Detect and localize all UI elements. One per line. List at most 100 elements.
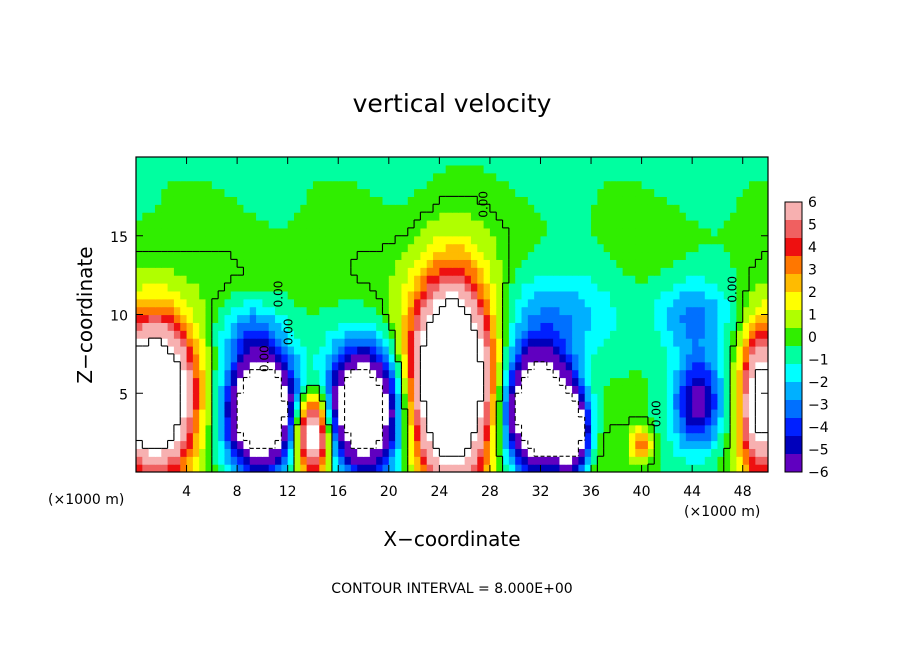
heatmap-cell (508, 448, 516, 457)
heatmap-cell (610, 172, 617, 182)
heatmap-cell (673, 196, 681, 205)
heatmap-cell (439, 322, 447, 331)
heatmap-cell (294, 424, 301, 434)
heatmap-cell (300, 243, 308, 253)
heatmap-cell (439, 157, 447, 166)
heatmap-cell (192, 338, 200, 347)
heatmap-cell (161, 180, 169, 190)
heatmap-cell (420, 235, 428, 245)
heatmap-cell (325, 353, 333, 363)
heatmap-cell (559, 432, 567, 442)
heatmap-cell (635, 385, 643, 394)
heatmap-cell (502, 338, 510, 347)
heatmap-cell (553, 385, 561, 394)
heatmap-cell (761, 322, 768, 331)
heatmap-cell (534, 259, 542, 268)
heatmap-cell (205, 314, 213, 323)
heatmap-cell (376, 283, 384, 292)
heatmap-cell (161, 157, 169, 166)
heatmap-cell (287, 432, 295, 442)
heatmap-cell (578, 235, 586, 245)
heatmap-cell (344, 164, 352, 174)
heatmap-cell (553, 227, 561, 237)
heatmap-cell (685, 243, 693, 253)
heatmap-cell (610, 424, 617, 434)
heatmap-cell (275, 283, 282, 292)
heatmap-cell (622, 157, 630, 166)
heatmap-cell (572, 196, 579, 205)
heatmap-cell (565, 424, 573, 434)
heatmap-cell (205, 456, 213, 465)
heatmap-cell (742, 267, 750, 276)
heatmap-cell (527, 306, 535, 316)
heatmap-cell (711, 227, 719, 237)
heatmap-cell (173, 440, 181, 449)
heatmap-cell (407, 369, 415, 379)
heatmap-cell (331, 377, 339, 386)
heatmap-cell (508, 338, 516, 347)
x-unit-left: (×1000 m) (48, 492, 124, 508)
heatmap-cell (736, 432, 744, 442)
heatmap-cell (331, 290, 339, 300)
heatmap-cell (464, 172, 472, 182)
heatmap-cell (224, 220, 232, 229)
heatmap-cell (350, 322, 358, 331)
heatmap-cell (723, 385, 731, 394)
heatmap-cell (610, 393, 617, 402)
heatmap-cell (268, 220, 276, 229)
heatmap-cell (553, 338, 561, 347)
heatmap-cell (243, 306, 251, 316)
heatmap-cell (616, 275, 624, 284)
heatmap-cell (635, 157, 643, 166)
heatmap-cell (388, 267, 396, 276)
heatmap-cell (312, 172, 320, 182)
heatmap-cell (445, 432, 453, 442)
heatmap-cell (591, 432, 598, 442)
heatmap-cell (401, 298, 409, 308)
heatmap-cell (173, 188, 181, 197)
heatmap-cell (534, 346, 542, 355)
heatmap-cell (546, 267, 554, 276)
heatmap-cell (211, 416, 219, 426)
heatmap-cell (407, 464, 415, 472)
heatmap-cell (470, 424, 478, 434)
heatmap-cell (338, 369, 346, 379)
heatmap-cell (559, 290, 567, 300)
heatmap-cell (578, 290, 586, 300)
heatmap-cell (275, 361, 282, 371)
heatmap-cell (287, 298, 295, 308)
heatmap-cell (616, 448, 624, 457)
heatmap-cell (483, 235, 491, 245)
heatmap-cell (578, 409, 586, 418)
heatmap-cell (350, 164, 358, 174)
heatmap-cell (597, 227, 605, 237)
heatmap-cell (350, 196, 358, 205)
heatmap-cell (546, 164, 554, 174)
heatmap-cell (761, 424, 768, 434)
heatmap-cell (401, 227, 409, 237)
heatmap-cell (262, 464, 270, 472)
heatmap-cell (275, 314, 282, 323)
heatmap-cell (148, 440, 156, 449)
heatmap-cell (426, 164, 434, 174)
heatmap-cell (211, 353, 219, 363)
heatmap-cell (363, 314, 371, 323)
heatmap-cell (148, 424, 156, 434)
heatmap-cell (679, 306, 687, 316)
heatmap-cell (464, 401, 472, 410)
heatmap-cell (319, 290, 327, 300)
heatmap-cell (154, 235, 162, 245)
heatmap-cell (559, 353, 567, 363)
heatmap-cell (205, 448, 213, 457)
heatmap-cell (515, 290, 523, 300)
heatmap-cell (565, 188, 573, 197)
heatmap-cell (407, 188, 415, 197)
heatmap-cell (439, 298, 447, 308)
heatmap-cell (148, 448, 156, 457)
heatmap-cell (572, 338, 579, 347)
heatmap-cell (692, 188, 700, 197)
heatmap-cell (357, 157, 365, 166)
heatmap-cell (483, 353, 491, 363)
heatmap-cell (464, 298, 472, 308)
heatmap-cell (338, 259, 346, 268)
